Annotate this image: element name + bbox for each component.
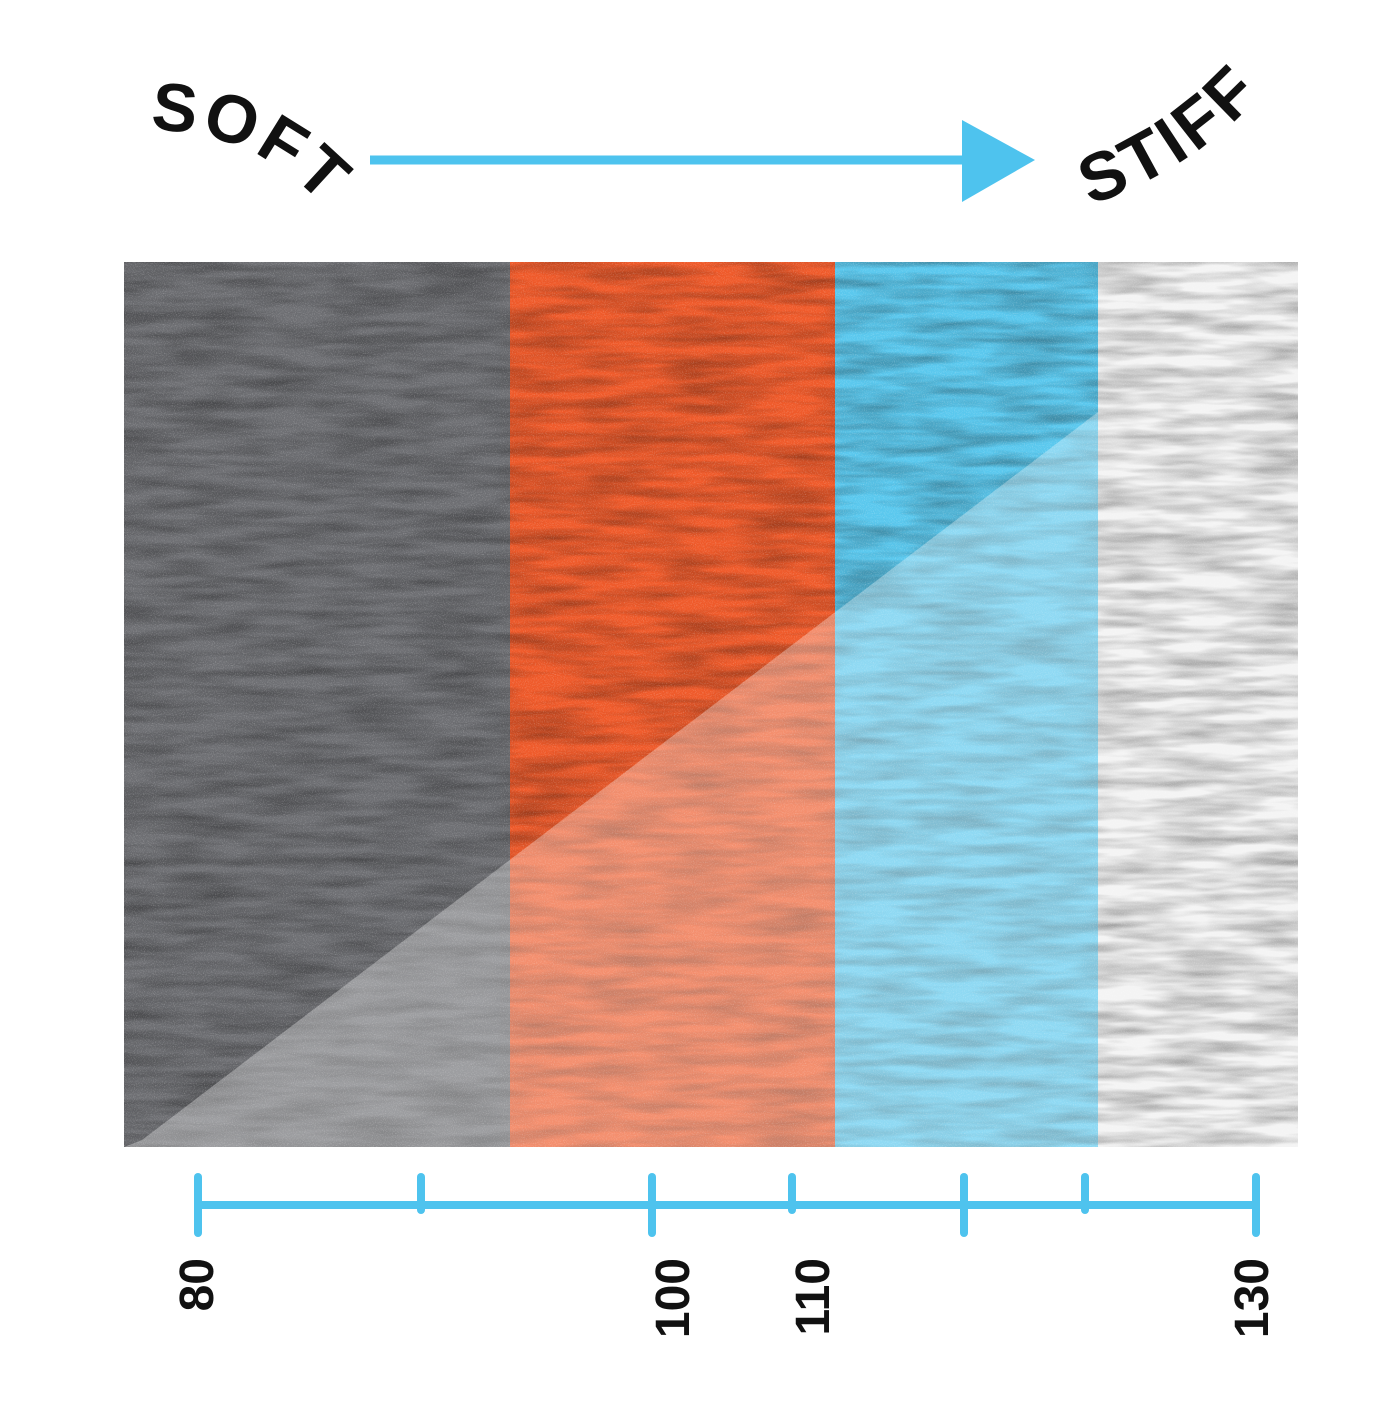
tick-label-100: 100 (647, 1258, 700, 1338)
flex-bands (124, 262, 1298, 1147)
soft-label: SOFT (149, 68, 367, 218)
arrowhead-icon (962, 120, 1035, 202)
tick-label-110: 110 (787, 1258, 840, 1335)
tick-label-130: 130 (1226, 1258, 1279, 1338)
soft-to-stiff-arrow (370, 120, 1035, 202)
flex-scale (194, 1173, 1260, 1237)
speckle-overlay (124, 262, 1298, 1147)
scale-tick-labels: 80 100 110 130 (171, 1258, 1279, 1338)
diagonal-overlay (124, 412, 1098, 1147)
stiff-label: STIFF (1068, 49, 1275, 219)
tick-label-80: 80 (171, 1258, 224, 1311)
